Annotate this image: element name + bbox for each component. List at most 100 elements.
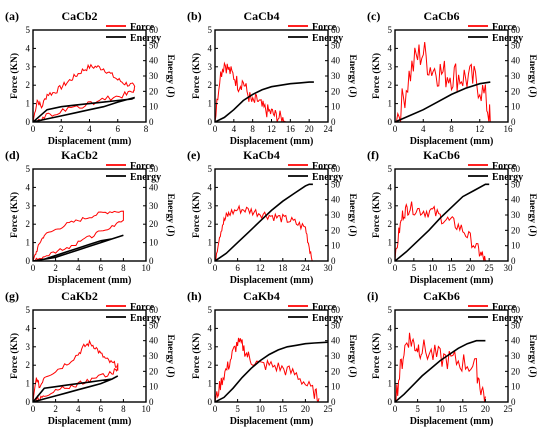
y2-tick-label: 10 xyxy=(331,241,341,251)
y2-tick-label: 30 xyxy=(511,351,521,361)
x-tick-label: 4 xyxy=(232,124,237,134)
y-tick-label: 5 xyxy=(388,164,393,174)
legend-label-force: Force xyxy=(492,22,517,33)
y-axis-label-right: Energy (J) xyxy=(527,334,538,377)
y-tick-label: 2 xyxy=(26,80,31,90)
y2-tick-label: 50 xyxy=(149,164,159,174)
y2-tick-label: 40 xyxy=(331,336,341,346)
y-axis-label-right: Energy (J) xyxy=(165,193,176,236)
y-tick-label: 2 xyxy=(208,80,213,90)
x-tick-label: 2 xyxy=(53,404,58,414)
y2-tick-label: 40 xyxy=(511,195,521,205)
x-axis-label: Displacement (mm) xyxy=(48,275,132,286)
y2-tick-label: 50 xyxy=(511,40,521,50)
x-tick-label: 15 xyxy=(447,263,457,273)
x-tick-label: 0 xyxy=(393,404,398,414)
y-axis-label-left: Force (KN) xyxy=(9,192,20,238)
y-axis-label-left: Force (KN) xyxy=(9,53,20,99)
x-tick-label: 20 xyxy=(481,404,491,414)
x-tick-label: 10 xyxy=(428,263,438,273)
y-tick-label: 3 xyxy=(208,342,213,352)
y-tick-label: 1 xyxy=(26,379,31,389)
x-tick-label: 0 xyxy=(213,124,218,134)
x-tick-label: 12 xyxy=(256,263,265,273)
legend-label-force: Force xyxy=(492,302,517,313)
x-tick-label: 2 xyxy=(59,124,64,134)
y-axis-label-right: Energy (J) xyxy=(527,54,538,97)
force-series-line xyxy=(215,61,286,122)
y-tick-label: 2 xyxy=(208,219,213,229)
y-tick-label: 4 xyxy=(26,43,31,53)
y-tick-label: 0 xyxy=(388,256,393,266)
y2-tick-label: 50 xyxy=(511,179,521,189)
x-axis-label: Displacement (mm) xyxy=(230,275,314,286)
x-tick-label: 10 xyxy=(256,404,266,414)
x-tick-label: 25 xyxy=(504,404,514,414)
y2-tick-label: 20 xyxy=(511,86,521,96)
y-axis-label-left: Force (KN) xyxy=(9,333,20,379)
x-tick-label: 0 xyxy=(393,263,398,273)
legend-label-energy: Energy xyxy=(312,313,343,324)
legend-label-force: Force xyxy=(312,161,337,172)
energy-series-line xyxy=(215,81,314,122)
chart-title: KaCb6 xyxy=(423,148,460,162)
legend-label-energy: Energy xyxy=(492,172,523,183)
y2-tick-label: 50 xyxy=(331,40,341,50)
x-tick-label: 8 xyxy=(250,124,255,134)
y2-tick-label: 10 xyxy=(149,382,159,392)
y-tick-label: 0 xyxy=(208,256,213,266)
y-axis-label-left: Force (KN) xyxy=(371,333,382,379)
y2-tick-label: 0 xyxy=(511,397,516,407)
x-axis-label: Displacement (mm) xyxy=(48,416,132,427)
y-tick-label: 3 xyxy=(208,62,213,72)
legend-label-force: Force xyxy=(130,161,155,172)
x-tick-label: 25 xyxy=(485,263,495,273)
y2-tick-label: 10 xyxy=(331,102,341,112)
y2-tick-label: 0 xyxy=(511,117,516,127)
energy-series-line xyxy=(395,339,486,402)
y-axis-label-right: Energy (J) xyxy=(165,334,176,377)
y-axis-label-right: Energy (J) xyxy=(347,334,358,377)
force-series-line xyxy=(215,337,320,402)
legend-label-energy: Energy xyxy=(130,313,161,324)
x-tick-label: 8 xyxy=(449,124,454,134)
legend-label-force: Force xyxy=(492,161,517,172)
y2-tick-label: 20 xyxy=(511,225,521,235)
chart-title: CaKb4 xyxy=(243,289,280,303)
x-tick-label: 6 xyxy=(116,124,121,134)
y-tick-label: 4 xyxy=(388,323,393,333)
y2-tick-label: 0 xyxy=(149,117,154,127)
x-tick-label: 12 xyxy=(475,124,484,134)
x-tick-label: 20 xyxy=(466,263,476,273)
x-axis-label: Displacement (mm) xyxy=(48,136,132,147)
chart-title: CaKb6 xyxy=(423,289,460,303)
y2-tick-label: 60 xyxy=(331,164,341,174)
x-tick-label: 10 xyxy=(436,404,446,414)
force-series-line xyxy=(395,201,486,261)
x-tick-label: 5 xyxy=(415,404,420,414)
chart-title: KaCb4 xyxy=(243,148,280,162)
chart-title: CaCb4 xyxy=(243,9,279,23)
x-tick-label: 5 xyxy=(412,263,417,273)
panel-label: (f) xyxy=(367,148,379,162)
x-axis-label: Displacement (mm) xyxy=(230,416,314,427)
y2-tick-label: 50 xyxy=(511,320,521,330)
y2-tick-label: 20 xyxy=(511,366,521,376)
panel-label: (a) xyxy=(5,9,19,23)
y-tick-label: 0 xyxy=(26,256,31,266)
y2-tick-label: 30 xyxy=(149,71,159,81)
y-tick-label: 3 xyxy=(208,201,213,211)
y-tick-label: 5 xyxy=(388,305,393,315)
y2-tick-label: 10 xyxy=(511,241,521,251)
y2-tick-label: 50 xyxy=(149,40,159,50)
chart-title: CaCb2 xyxy=(61,9,97,23)
y-tick-label: 3 xyxy=(26,342,31,352)
y-tick-label: 1 xyxy=(208,238,213,248)
y-tick-label: 0 xyxy=(388,117,393,127)
y2-tick-label: 40 xyxy=(511,56,521,66)
chart-title: CaKb2 xyxy=(61,289,98,303)
